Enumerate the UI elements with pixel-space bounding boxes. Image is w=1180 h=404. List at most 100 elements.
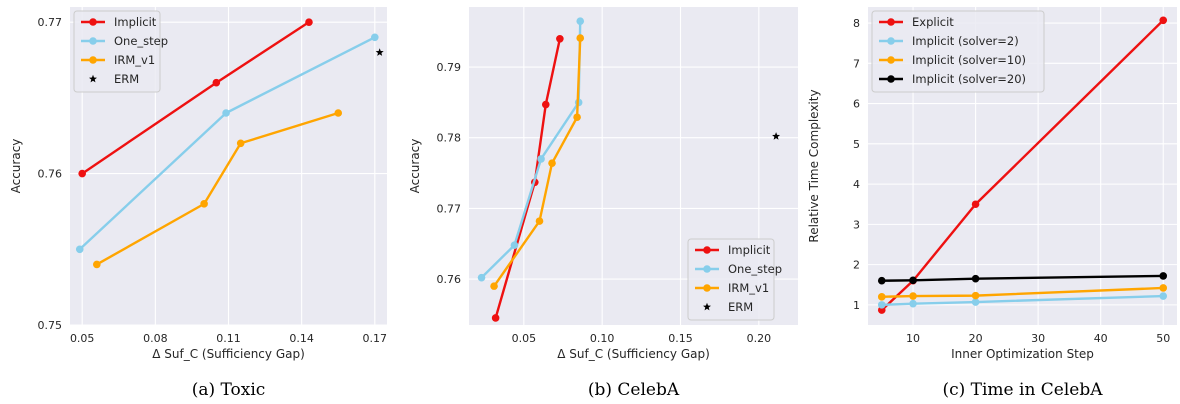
panel-2-series-4-star-0 <box>772 132 781 140</box>
panel-1-series-3-point-3 <box>334 109 343 117</box>
panel-1-x-tick-label-4: 0.17 <box>363 332 388 345</box>
panel-2-y-tick-label-1: 0.77 <box>437 202 462 215</box>
panel-3-caption: (c) Time in CelebA <box>942 380 1103 400</box>
panel-2-legend-entry-3-marker <box>703 284 711 292</box>
panel-2-y-tick-label-3: 0.79 <box>437 61 462 74</box>
panel-1-x-tick-label-3: 0.14 <box>289 332 314 345</box>
panel-3-x-tick-label-1: 20 <box>969 332 983 345</box>
panel-1-x-tick-label-0: 0.05 <box>70 332 95 345</box>
panel-2-series-1-point-2 <box>541 100 550 109</box>
panel-1-legend-entry-2-label: One_step <box>114 34 168 48</box>
panel-2-legend-entry-2-marker <box>703 265 711 273</box>
panel-2-series-3-point-2 <box>548 159 556 167</box>
panel-1-y-tick-label-0: 0.75 <box>38 319 63 332</box>
panel-3-series-2-point-2 <box>971 298 980 306</box>
panel-3-series-2-point-3 <box>1159 292 1168 300</box>
panel-2-legend-entry-1-marker <box>703 246 711 254</box>
panel-1-series-2-point-1 <box>222 109 230 117</box>
panel-2-series-3-point-4 <box>576 34 585 42</box>
panel-3-series-4-line <box>881 274 1164 282</box>
panel-1-x-axis-label: Δ Suf_C (Sufficiency Gap) <box>152 347 305 361</box>
panel-1-y-tick-label-2: 0.77 <box>38 16 63 29</box>
panel-1-caption: (a) Toxic <box>192 380 266 400</box>
panel-2-x-tick-label-0: 0.05 <box>512 332 537 345</box>
panel-3-legend-entry-4-label: Implicit (solver=20) <box>912 72 1026 86</box>
panel-2-y-tick-label-0: 0.76 <box>437 273 462 286</box>
panel-3-legend-entry-2-label: Implicit (solver=2) <box>912 34 1019 48</box>
panel-2-series-2-point-2 <box>537 155 545 163</box>
panel-3-series-1-point-3 <box>1159 16 1168 25</box>
panel-2-legend-entry-4-label: ERM <box>728 300 753 314</box>
panel-3-y-tick-label-2: 3 <box>853 218 860 231</box>
panel-2-series-3-point-3 <box>573 113 581 122</box>
panel-3-series-3-point-2 <box>971 291 980 300</box>
panel-3-y-axis-label: Relative Time Complexity <box>807 89 821 242</box>
panel-3-series-3-point-0 <box>877 293 886 301</box>
panel-2: 0.05 0.10 0.15 0.20 0.76 0.77 0.78 0.79 Δ Suf_C … <box>408 7 798 400</box>
panel-3-x-tick-label-3: 40 <box>1094 332 1108 345</box>
panel-3-y-tick-label-5: 6 <box>853 98 860 111</box>
panel-2-x-tick-label-2: 0.15 <box>668 332 693 345</box>
panel-2-x-axis-label: Δ Suf_C (Sufficiency Gap) <box>557 347 710 361</box>
panel-3-legend-entry-2-marker <box>887 37 895 45</box>
panel-3-series-4-point-2 <box>971 274 980 283</box>
panel-1-legend-entry-1-label: Implicit <box>114 15 157 29</box>
panel-3-y-tick-label-0: 1 <box>853 299 860 312</box>
panel-1-series-1-point-2 <box>305 18 313 26</box>
panel-3-legend-entry-3-marker <box>887 56 895 64</box>
panel-1-series-3-line <box>96 111 339 266</box>
panel-1-series-1-point-0 <box>78 169 86 178</box>
panel-2-series-2-point-1 <box>510 241 519 249</box>
panel-3-series-3-line <box>881 286 1164 299</box>
panel-1-legend-entry-3-label: IRM_v1 <box>114 53 155 67</box>
panel-1-y-axis-label: Accuracy <box>9 139 23 194</box>
panel-1-legend-box <box>73 10 161 93</box>
panel-3-series-3-point-3 <box>1159 284 1168 292</box>
panel-1-x-tick-label-1: 0.08 <box>143 332 168 345</box>
panel-2-series-1-point-3 <box>556 35 564 43</box>
panel-3-series-1-point-0 <box>877 306 886 314</box>
panel-3-y-tick-label-1: 2 <box>853 259 860 272</box>
panel-3-y-tick-label-3: 4 <box>853 178 860 191</box>
panel-3-legend-entry-1-marker <box>887 18 895 26</box>
panel-1-series-3-point-0 <box>93 260 101 269</box>
panel-3-series-4-point-3 <box>1159 272 1168 280</box>
panel-1-series-2-point-2 <box>371 33 379 42</box>
panel-3-legend-entry-3-label: Implicit (solver=10) <box>912 53 1026 67</box>
panel-1-legend-entry-4-label: ERM <box>114 72 139 86</box>
panel-2-series-3-point-0 <box>490 282 498 290</box>
panel-3-x-tick-label-2: 30 <box>1031 332 1045 345</box>
panel-2-series-3-point-1 <box>535 217 544 225</box>
panel-1-legend-entry-2-marker <box>89 37 97 45</box>
panel-3-x-axis-label: Inner Optimization Step <box>951 347 1094 361</box>
panel-2-y-tick-label-2: 0.78 <box>437 132 462 145</box>
panel-1-legend-entry-3-marker <box>89 56 97 64</box>
panel-2-legend-box <box>687 238 775 321</box>
panel-2-series-1-point-0 <box>491 314 500 322</box>
panel-2-x-tick-label-3: 0.20 <box>747 332 772 345</box>
panel-2-legend-entry-4-marker <box>703 302 711 311</box>
panel-2-x-tick-label-1: 0.10 <box>590 332 615 345</box>
panel-3-x-tick-label-4: 50 <box>1156 332 1170 345</box>
panel-3-series-4-point-1 <box>909 276 917 285</box>
panel-3-series-2-line <box>881 294 1164 307</box>
panel-2-series-1-line <box>494 38 562 319</box>
panel-3-legend-entry-4-marker <box>887 75 895 83</box>
panel-1: 0.05 0.08 0.11 0.14 0.17 0.75 0.76 0.77 Δ Suf_C … <box>9 7 387 400</box>
panel-3-y-tick-label-4: 5 <box>853 138 860 151</box>
panel-3-series-4-point-0 <box>877 276 886 285</box>
panel-2-series-2-point-0 <box>477 273 486 282</box>
panel-3-series-3-point-1 <box>909 292 917 300</box>
panel-3-x-tick-label-0: 10 <box>906 332 920 345</box>
panel-3-series-2-point-1 <box>909 299 917 308</box>
panel-2-series-2-point-4 <box>576 17 585 25</box>
panel-2-legend-entry-2-label: One_step <box>728 262 782 276</box>
panel-3: 10 20 30 40 50 1 2 3 4 5 6 7 8 Inner Optimization Ste… <box>807 7 1177 400</box>
panel-1-series-3-point-2 <box>236 139 245 148</box>
panel-1-legend-entry-4-marker <box>89 74 97 83</box>
panel-2-y-axis-label: Accuracy <box>408 139 422 194</box>
panel-3-series-1-point-2 <box>971 200 980 209</box>
panel-3-y-tick-label-6: 7 <box>853 57 860 70</box>
